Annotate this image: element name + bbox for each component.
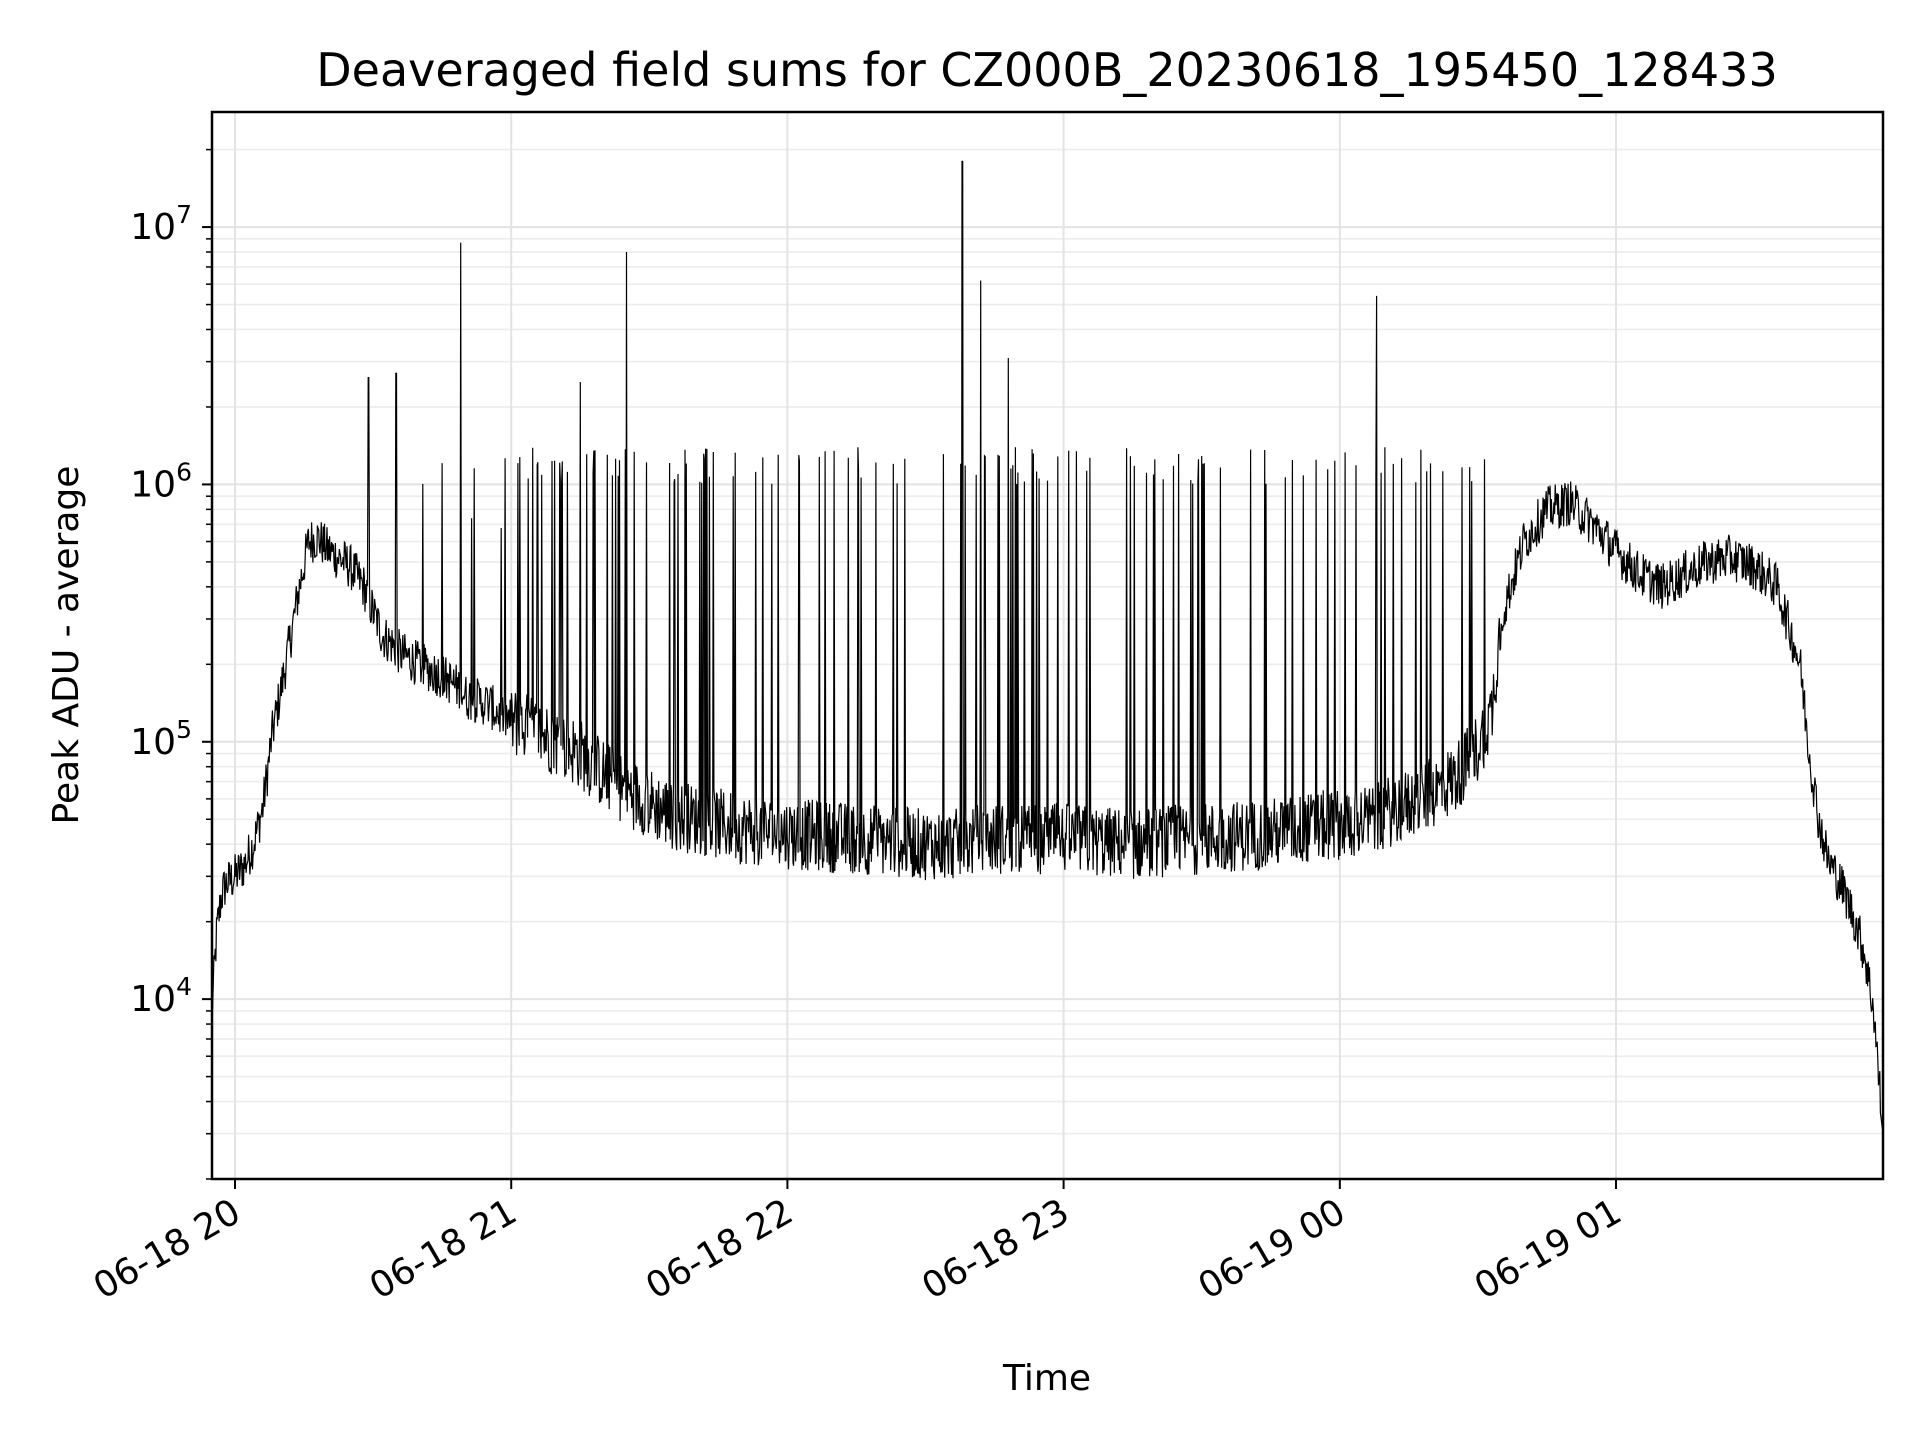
plot-frame — [210, 110, 1885, 1181]
series-layer — [211, 160, 1884, 1129]
x-tick-label: 06-18 22 — [639, 1191, 800, 1307]
x-tick-label: 06-19 01 — [1468, 1191, 1629, 1307]
y-axis-ticks: 104 105 106 107 — [130, 200, 192, 1020]
y-tick-label: 107 — [130, 200, 192, 248]
x-axis-label: Time — [1002, 1358, 1091, 1399]
x-tick-label: 06-18 23 — [915, 1191, 1076, 1307]
y-tick-label: 105 — [130, 715, 192, 763]
x-tick-label: 06-18 21 — [363, 1191, 524, 1307]
minor-tick-layer — [202, 148, 212, 1180]
y-tick-label: 106 — [130, 457, 192, 505]
x-tick-label: 06-19 00 — [1192, 1191, 1353, 1307]
x-axis-ticks: 06-18 20 06-18 21 06-18 22 06-18 23 06-19 00… — [87, 1179, 1629, 1308]
y-axis-label: Peak ADU - average — [46, 466, 87, 825]
y-tick-label: 104 — [130, 972, 192, 1020]
series-line — [211, 160, 1884, 1129]
x-tick-label: 06-18 20 — [87, 1191, 248, 1307]
chart-title: Deaveraged field sums for CZ000B_2023061… — [316, 43, 1777, 97]
